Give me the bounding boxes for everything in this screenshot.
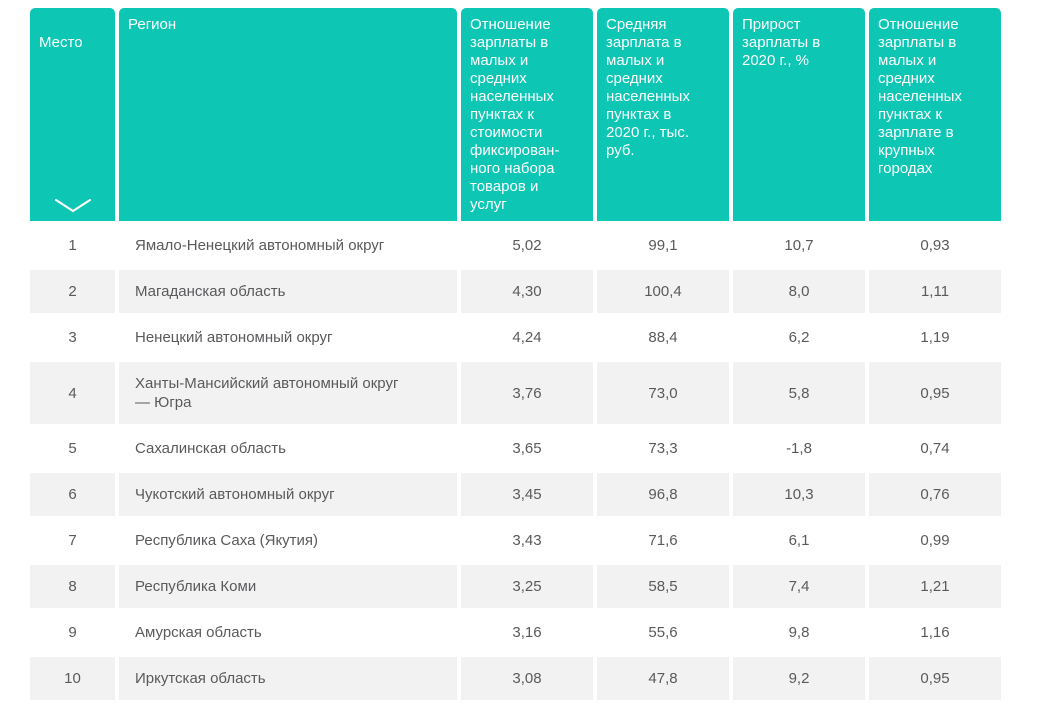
value-cell: 71,6: [597, 519, 729, 562]
region-cell: Магаданская область: [119, 270, 457, 313]
table-row-partial: [30, 703, 1001, 705]
value-cell: 1,19: [869, 316, 1001, 359]
table-row: 2 Магаданская область 4,30 100,4 8,0 1,1…: [30, 270, 1001, 313]
region-cell: Ненецкий автономный округ: [119, 316, 457, 359]
region-cell: [119, 703, 457, 705]
table-row: 1 Ямало-Ненецкий автономный округ 5,02 9…: [30, 224, 1001, 267]
region-cell: Чукотский автономный округ: [119, 473, 457, 516]
region-cell: Ямало-Ненецкий автономный округ: [119, 224, 457, 267]
table-body: 1 Ямало-Ненецкий автономный округ 5,02 9…: [30, 224, 1001, 705]
col-header-wage-to-city-ratio[interactable]: Отношение зарплаты в малых и средних нас…: [869, 8, 1001, 221]
table-row: 5 Сахалинская область 3,65 73,3 -1,8 0,7…: [30, 427, 1001, 470]
value-cell: 3,65: [461, 427, 593, 470]
rank-cell: 5: [30, 427, 115, 470]
rank-cell: 4: [30, 362, 115, 424]
value-cell: 4,24: [461, 316, 593, 359]
value-cell: 3,08: [461, 657, 593, 700]
value-cell: 3,43: [461, 519, 593, 562]
value-cell: 0,76: [869, 473, 1001, 516]
value-cell: 8,0: [733, 270, 865, 313]
value-cell: 7,4: [733, 565, 865, 608]
value-cell: 0,95: [869, 657, 1001, 700]
rank-cell: 6: [30, 473, 115, 516]
value-cell: 88,4: [597, 316, 729, 359]
col-header-avg-wage[interactable]: Средняя зарплата в малых и средних насел…: [597, 8, 729, 221]
rank-cell: 2: [30, 270, 115, 313]
table-row: 10 Иркутская область 3,08 47,8 9,2 0,95: [30, 657, 1001, 700]
value-cell: 73,3: [597, 427, 729, 470]
value-cell: 9,8: [733, 611, 865, 654]
value-cell: 6,1: [733, 519, 865, 562]
rank-cell: 1: [30, 224, 115, 267]
value-cell: 6,2: [733, 316, 865, 359]
region-cell: Республика Коми: [119, 565, 457, 608]
value-cell: 96,8: [597, 473, 729, 516]
value-cell: [869, 703, 1001, 705]
value-cell: 0,74: [869, 427, 1001, 470]
table-row: 7 Республика Саха (Якутия) 3,43 71,6 6,1…: [30, 519, 1001, 562]
value-cell: 3,45: [461, 473, 593, 516]
value-cell: 0,93: [869, 224, 1001, 267]
table-row: 8 Республика Коми 3,25 58,5 7,4 1,21: [30, 565, 1001, 608]
value-cell: 3,16: [461, 611, 593, 654]
value-cell: 58,5: [597, 565, 729, 608]
value-cell: 100,4: [597, 270, 729, 313]
value-cell: 4,30: [461, 270, 593, 313]
table-row: 9 Амурская область 3,16 55,6 9,8 1,16: [30, 611, 1001, 654]
value-cell: 5,8: [733, 362, 865, 424]
value-cell: 47,8: [597, 657, 729, 700]
value-cell: 1,21: [869, 565, 1001, 608]
value-cell: [461, 703, 593, 705]
col-header-wage-growth[interactable]: Прирост зарплаты в 2020 г., %: [733, 8, 865, 221]
value-cell: 99,1: [597, 224, 729, 267]
rank-cell: [30, 703, 115, 705]
value-cell: 55,6: [597, 611, 729, 654]
rank-cell: 7: [30, 519, 115, 562]
ranking-table: Место Регион Отношение зарплаты в малых …: [26, 5, 1005, 705]
value-cell: 1,16: [869, 611, 1001, 654]
table-row: 6 Чукотский автономный округ 3,45 96,8 1…: [30, 473, 1001, 516]
region-cell: Сахалинская область: [119, 427, 457, 470]
value-cell: 73,0: [597, 362, 729, 424]
value-cell: 0,95: [869, 362, 1001, 424]
value-cell: 10,7: [733, 224, 865, 267]
table-header: Место Регион Отношение зарплаты в малых …: [30, 8, 1001, 221]
rank-cell: 3: [30, 316, 115, 359]
value-cell: 1,11: [869, 270, 1001, 313]
value-cell: 10,3: [733, 473, 865, 516]
value-cell: 9,2: [733, 657, 865, 700]
col-header-rank-label: Место: [39, 34, 83, 51]
region-cell: Ханты-Мансийский автономный округ — Югра: [119, 362, 457, 424]
chevron-down-icon: [54, 198, 91, 213]
col-header-rank[interactable]: Место: [30, 8, 115, 221]
region-cell: Иркутская область: [119, 657, 457, 700]
col-header-region[interactable]: Регион: [119, 8, 457, 221]
rank-cell: 10: [30, 657, 115, 700]
col-header-wage-to-goods-ratio[interactable]: Отношение зарплаты в малых и средних нас…: [461, 8, 593, 221]
value-cell: 5,02: [461, 224, 593, 267]
value-cell: [597, 703, 729, 705]
header-row: Место Регион Отношение зарплаты в малых …: [30, 8, 1001, 221]
value-cell: 3,76: [461, 362, 593, 424]
table-row: 4 Ханты-Мансийский автономный округ — Юг…: [30, 362, 1001, 424]
value-cell: -1,8: [733, 427, 865, 470]
value-cell: [733, 703, 865, 705]
value-cell: 3,25: [461, 565, 593, 608]
region-cell: Амурская область: [119, 611, 457, 654]
rank-cell: 8: [30, 565, 115, 608]
region-cell: Республика Саха (Якутия): [119, 519, 457, 562]
table-row: 3 Ненецкий автономный округ 4,24 88,4 6,…: [30, 316, 1001, 359]
rank-cell: 9: [30, 611, 115, 654]
value-cell: 0,99: [869, 519, 1001, 562]
